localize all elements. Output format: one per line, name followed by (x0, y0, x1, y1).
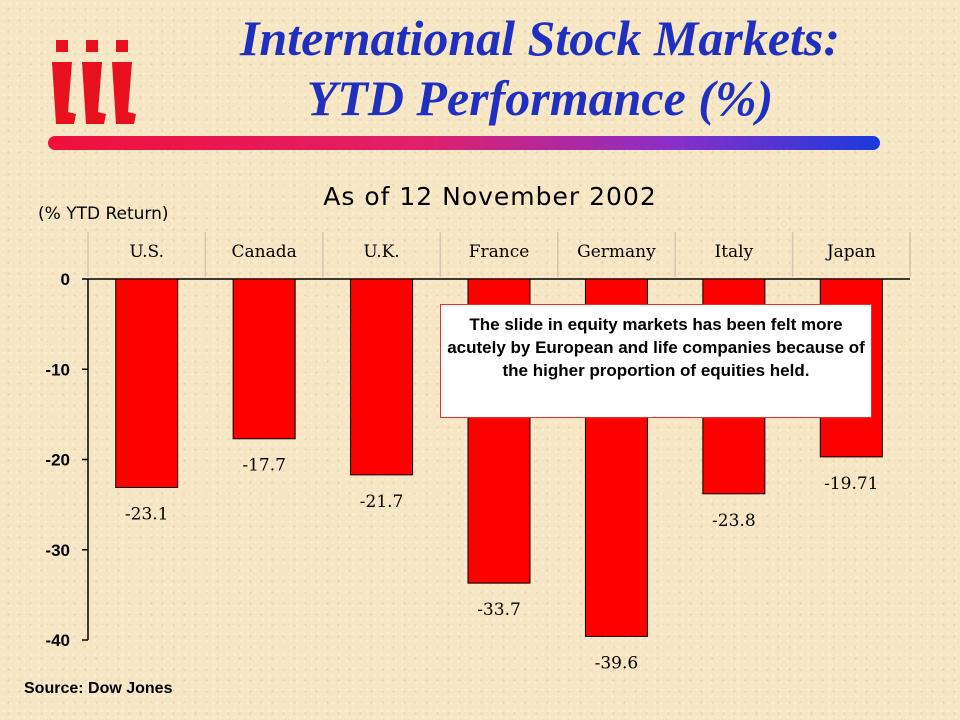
y-tick-label: 0 (61, 270, 70, 289)
category-label: France (469, 242, 530, 262)
y-tick-label: -10 (45, 360, 70, 379)
y-tick-label: -20 (45, 451, 70, 470)
title-line-1: International Stock Markets: (239, 10, 841, 66)
value-label: -21.7 (360, 492, 404, 512)
category-label: Canada (232, 242, 297, 262)
value-label: -23.1 (125, 504, 169, 524)
y-tick-label: -40 (45, 631, 70, 650)
source-note: Source: Dow Jones (24, 680, 173, 697)
value-label: -33.7 (477, 600, 521, 620)
category-label: Japan (825, 242, 876, 262)
y-tick-label: -30 (45, 541, 70, 560)
bar (232, 278, 296, 440)
value-label: -17.7 (242, 456, 286, 476)
category-label: U.K. (363, 242, 399, 262)
category-label: Italy (714, 242, 753, 262)
category-label: Germany (577, 242, 656, 262)
callout-box: The slide in equity markets has been fel… (440, 304, 872, 418)
iii-logo (52, 40, 136, 124)
bar (115, 278, 179, 488)
title-line-2: YTD Performance (%) (306, 70, 774, 126)
bar (350, 278, 414, 476)
value-label: -23.8 (712, 511, 756, 531)
chart-subtitle: As of 12 November 2002 (323, 182, 657, 211)
category-label: U.S. (129, 242, 164, 262)
value-label: -39.6 (595, 653, 639, 673)
value-label: -19.71 (824, 474, 878, 494)
title-divider (48, 136, 880, 150)
y-axis-label: (% YTD Return) (38, 204, 169, 224)
